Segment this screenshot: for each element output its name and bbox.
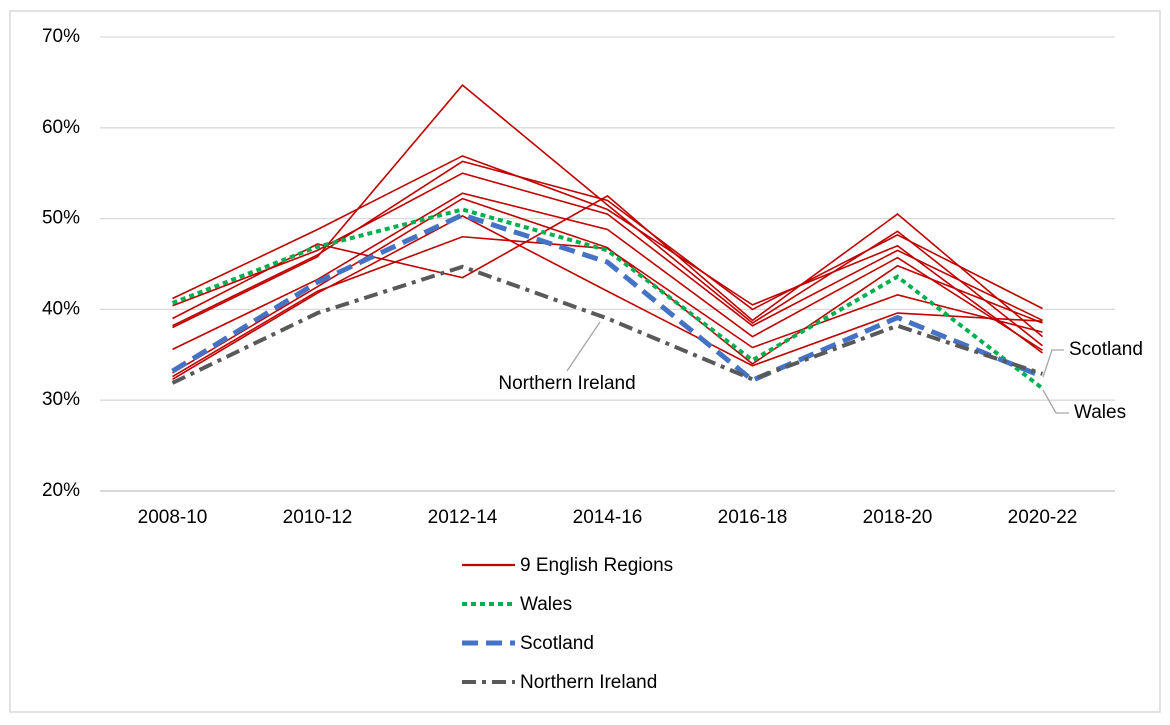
series-line <box>172 84 1043 347</box>
series-line <box>172 235 1043 378</box>
series-line <box>172 172 1043 327</box>
legend-label: 9 English Regions <box>520 555 673 576</box>
y-tick-label: 50% <box>42 208 80 229</box>
annotation-leader <box>566 321 601 372</box>
x-tick-label: 2008-10 <box>138 507 208 528</box>
x-tick-label: 2020-22 <box>1008 507 1078 528</box>
annotation: Northern Ireland <box>498 373 635 394</box>
chart-border <box>9 10 1161 713</box>
series-line <box>171 207 1044 390</box>
x-tick-label: 2012-14 <box>428 507 498 528</box>
y-tick-label: 40% <box>42 298 80 319</box>
y-tick-label: 30% <box>42 389 80 410</box>
legend-label: Scotland <box>520 633 594 654</box>
annotation: Scotland <box>1069 339 1143 360</box>
series-line <box>172 194 1044 338</box>
series-line <box>172 155 1043 354</box>
x-tick-label: 2018-20 <box>863 507 933 528</box>
x-tick-label: 2014-16 <box>573 507 643 528</box>
y-tick-label: 70% <box>42 26 80 47</box>
series-line <box>172 214 1043 381</box>
series-line <box>172 197 1043 374</box>
series-line <box>171 264 1044 385</box>
annotation-leader <box>1042 389 1069 414</box>
y-tick-label: 20% <box>42 480 80 501</box>
y-tick-label: 60% <box>42 117 80 138</box>
x-tick-label: 2016-18 <box>718 507 788 528</box>
annotation-leader <box>1042 349 1064 378</box>
x-tick-label: 2010-12 <box>283 507 353 528</box>
annotation: Wales <box>1074 402 1126 423</box>
series-line <box>171 212 1044 384</box>
legend-label: Northern Ireland <box>520 672 657 693</box>
series-line <box>172 160 1043 327</box>
legend-label: Wales <box>520 594 572 615</box>
